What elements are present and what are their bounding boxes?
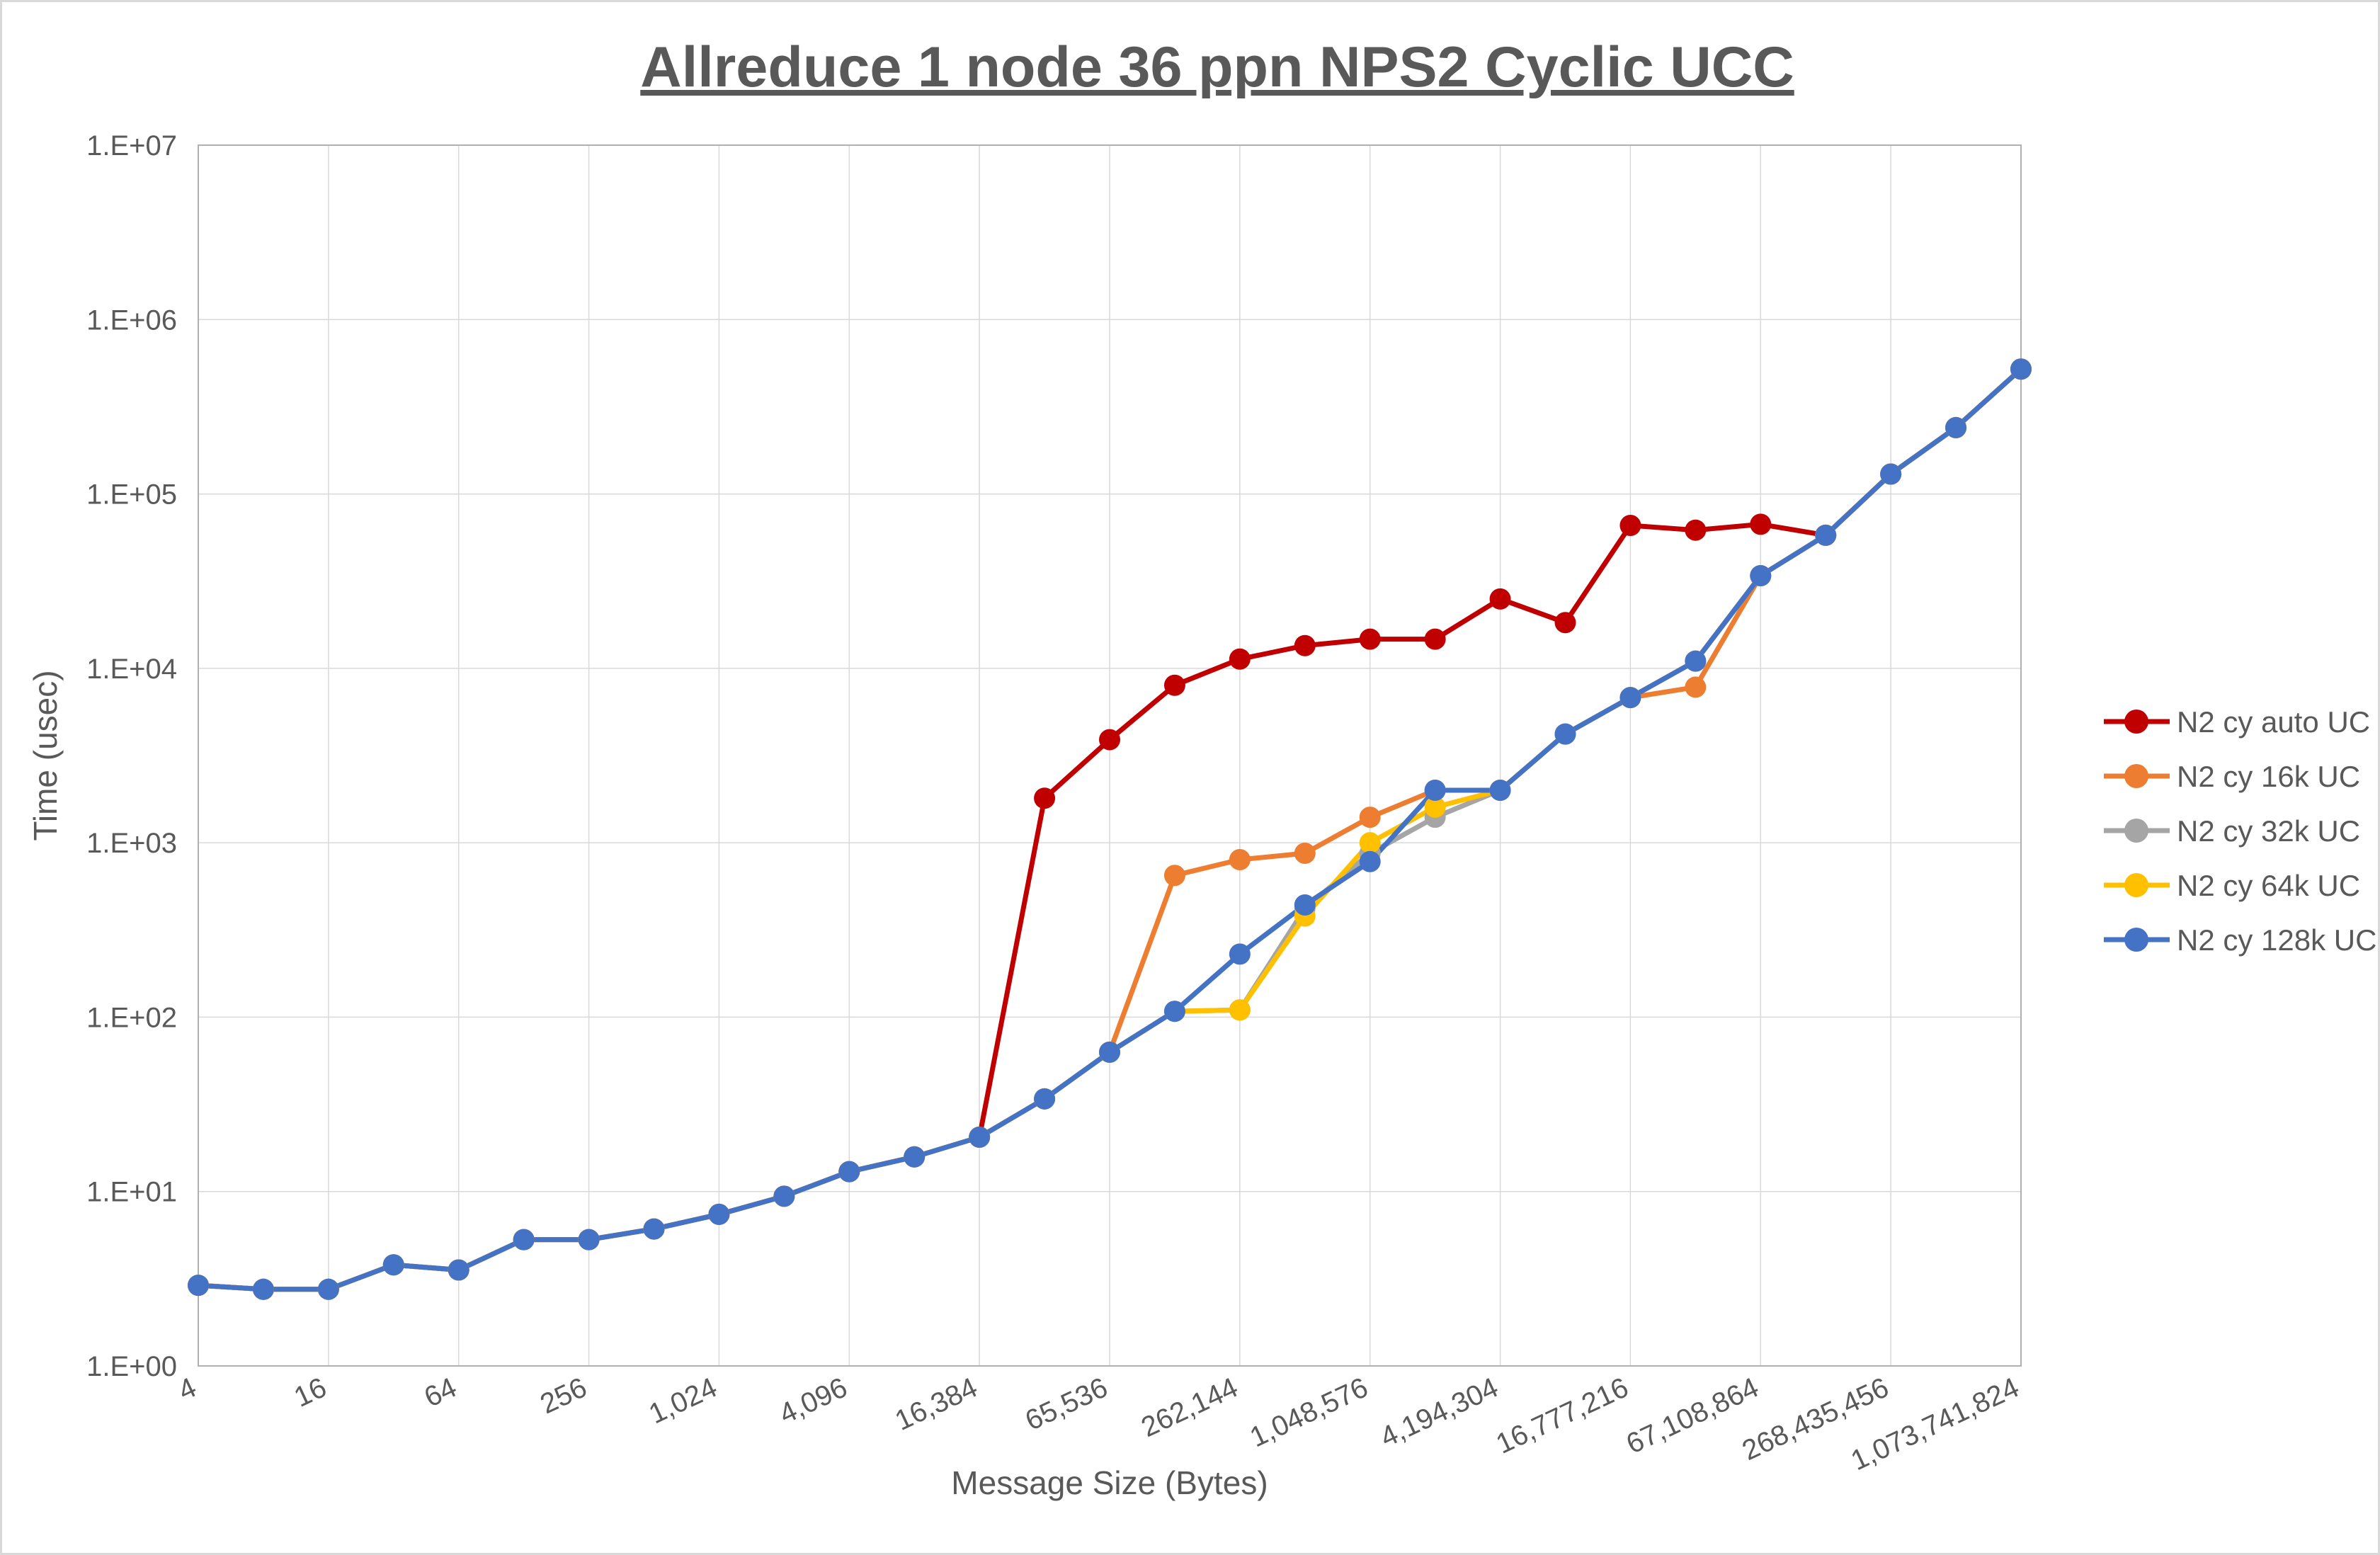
svg-text:1,024: 1,024 [644, 1372, 722, 1430]
svg-text:1.E+04: 1.E+04 [86, 654, 177, 685]
svg-text:Allreduce 1 node 36 ppn NPS2 C: Allreduce 1 node 36 ppn NPS2 Cyclic UCC [640, 35, 1794, 99]
svg-text:16: 16 [290, 1372, 331, 1413]
svg-text:1.E+05: 1.E+05 [86, 479, 177, 511]
svg-text:1.E+07: 1.E+07 [86, 130, 177, 161]
svg-text:4,194,304: 4,194,304 [1376, 1372, 1503, 1453]
svg-text:1.E+01: 1.E+01 [86, 1177, 177, 1208]
svg-text:16,384: 16,384 [890, 1372, 981, 1437]
svg-text:Time (usec): Time (usec) [27, 670, 64, 841]
svg-text:16,777,216: 16,777,216 [1491, 1372, 1633, 1459]
svg-text:64: 64 [420, 1372, 462, 1413]
svg-text:1.E+00: 1.E+00 [86, 1351, 177, 1382]
svg-text:N2 cy auto UC: N2 cy auto UC [2177, 705, 2370, 739]
svg-text:1.E+06: 1.E+06 [86, 304, 177, 336]
svg-text:Message Size (Bytes): Message Size (Bytes) [951, 1464, 1268, 1501]
svg-text:N2 cy 64k UC: N2 cy 64k UC [2177, 869, 2360, 902]
svg-text:1,048,576: 1,048,576 [1246, 1372, 1373, 1453]
svg-text:1.E+03: 1.E+03 [86, 828, 177, 859]
svg-text:4,096: 4,096 [775, 1372, 852, 1430]
svg-text:4: 4 [173, 1372, 201, 1406]
svg-text:262,144: 262,144 [1137, 1372, 1243, 1443]
svg-text:N2 cy 32k UC: N2 cy 32k UC [2177, 814, 2360, 848]
svg-text:65,536: 65,536 [1020, 1372, 1112, 1437]
svg-text:N2 cy 16k UC: N2 cy 16k UC [2177, 760, 2360, 793]
svg-text:256: 256 [535, 1372, 591, 1420]
svg-text:N2 cy 128k UC: N2 cy 128k UC [2177, 923, 2376, 957]
svg-text:1.E+02: 1.E+02 [86, 1002, 177, 1033]
